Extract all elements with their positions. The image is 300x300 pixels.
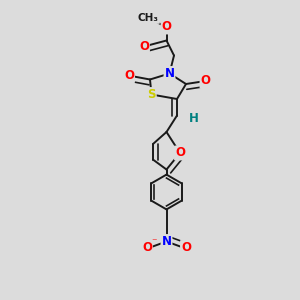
Text: N: N (161, 235, 172, 248)
Text: O: O (175, 146, 185, 160)
Text: CH₃: CH₃ (138, 13, 159, 23)
Text: ⁻: ⁻ (151, 237, 156, 247)
Text: O: O (139, 40, 149, 53)
Text: H: H (189, 112, 198, 125)
Text: O: O (161, 20, 172, 34)
Text: O: O (181, 241, 191, 254)
Text: S: S (147, 88, 156, 101)
Text: O: O (200, 74, 211, 88)
Text: O: O (124, 69, 134, 82)
Text: O: O (142, 241, 152, 254)
Text: N: N (164, 67, 175, 80)
